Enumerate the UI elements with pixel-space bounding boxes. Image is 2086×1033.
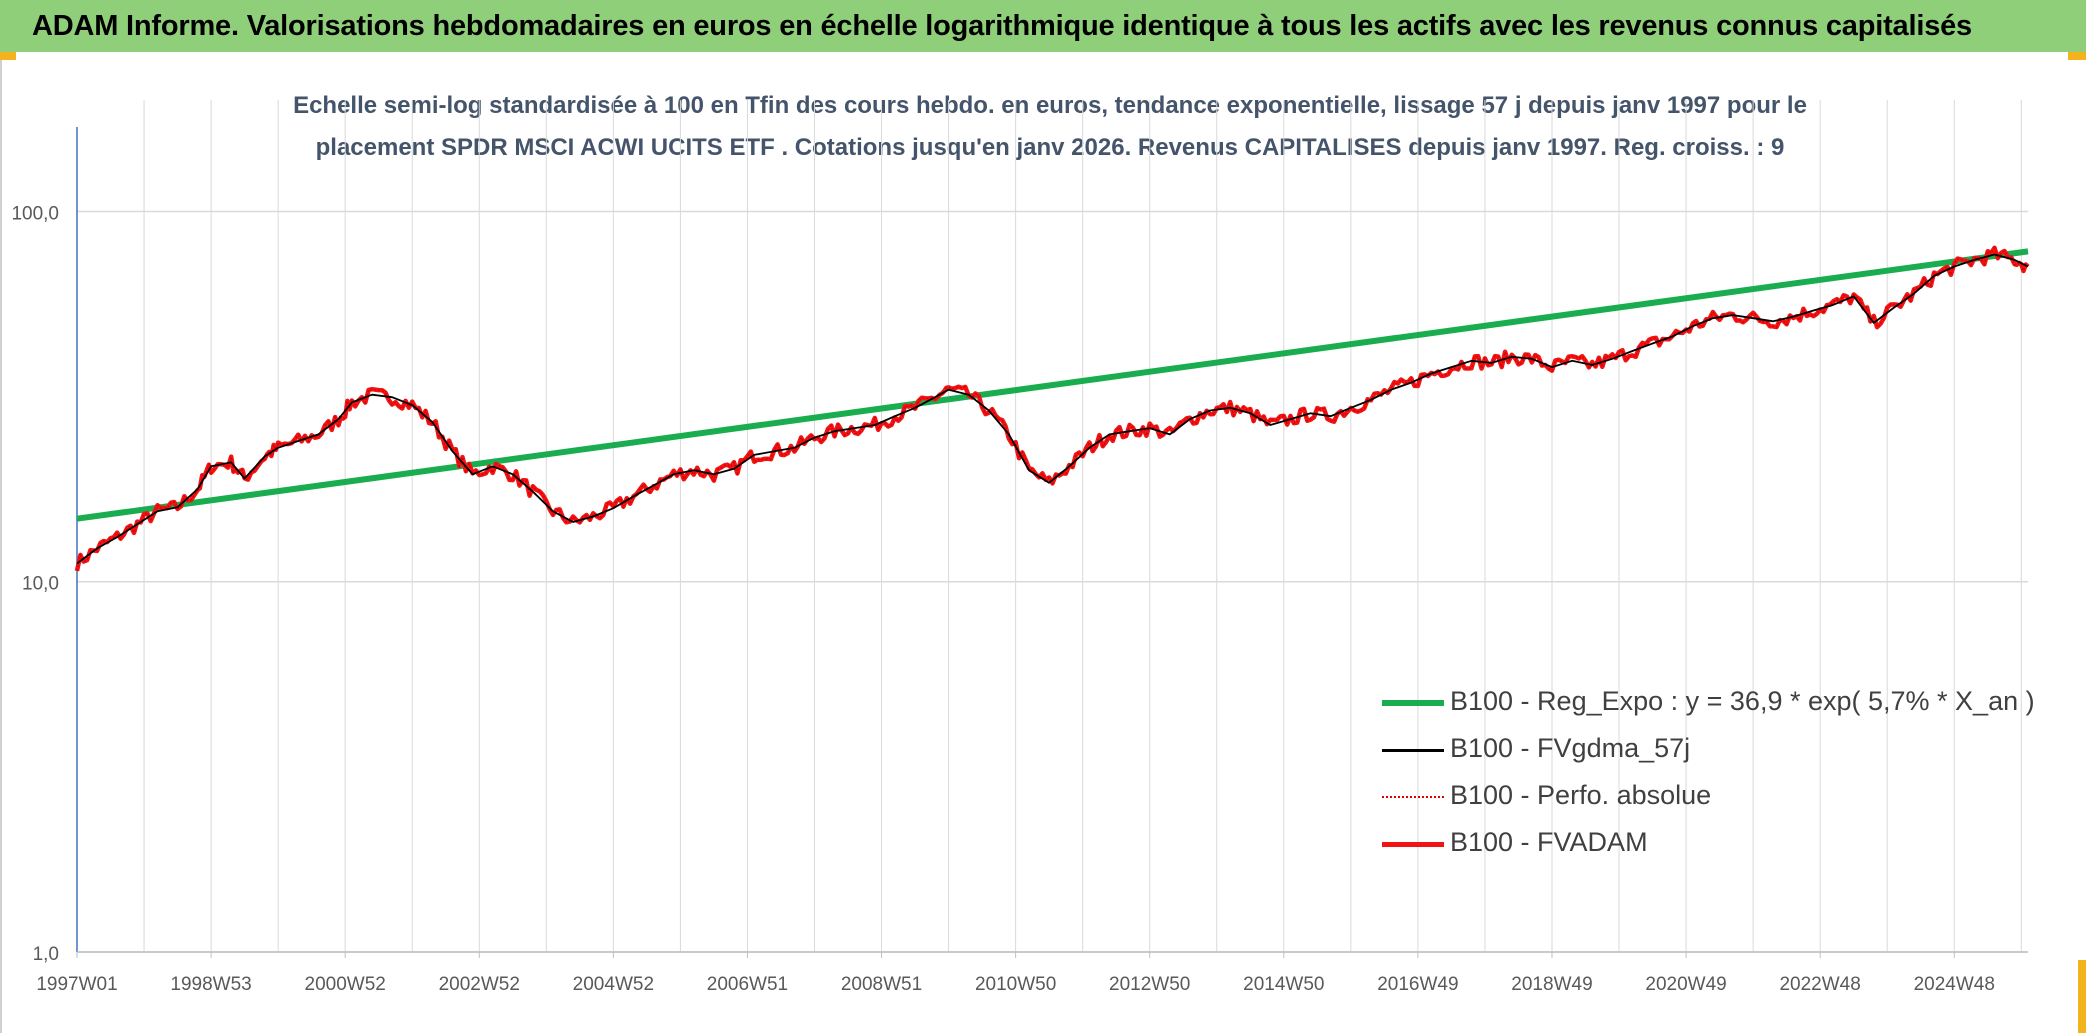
y-tick-label: 10,0 [22,574,59,595]
x-axis: 1997W01 1998W53 2000W52 2002W52 2004W52 2006W… [36,951,2028,995]
x-tick-label: 2016W49 [1377,974,1458,995]
report-title: ADAM Informe. Valorisations hebdomadaire… [32,10,1972,42]
x-tick-label: 2004W52 [573,974,654,995]
gridlines [77,100,2028,953]
chart-frame [0,60,2086,1033]
corner-accent-left [0,52,16,60]
legend-swatch-reg-expo [1382,700,1444,706]
x-tick-label: 2010W50 [975,974,1056,995]
corner-accent-bottom-right [2078,960,2086,1033]
series-line-reg-expo [76,248,2029,522]
x-tick-label: 2020W49 [1645,974,1726,995]
y-tick-label: 100,0 [11,203,59,224]
legend-swatch-perfo [1382,796,1444,798]
legend-label-fvgdma: B100 - FVgdma_57j [1450,733,1691,763]
x-tick-label: 1997W01 [36,974,117,995]
x-tick-label: 2022W48 [1779,974,1860,995]
x-tick-label: 2008W51 [841,974,922,995]
legend-item-reg-expo: B100 - Reg_Expo : y = 36,9 * exp( 5,7% *… [1382,680,2035,727]
legend-item-fvgdma: B100 - FVgdma_57j [1382,727,2002,774]
series-line-fvadam [74,245,2030,572]
legend: B100 - Reg_Expo : y = 36,9 * exp( 5,7% *… [1382,680,2035,868]
x-tick-label: 2000W52 [305,974,386,995]
x-tick-label: 2002W52 [439,974,520,995]
legend-label-reg-expo: B100 - Reg_Expo : y = 36,9 * exp( 5,7% *… [1450,686,2035,716]
chart-title-line-2: placement SPDR MSCI ACWI UCITS ETF . Cot… [315,134,1785,161]
x-tick-label: 2006W51 [707,974,788,995]
legend-label-fvadam: B100 - FVADAM [1450,827,1648,857]
x-tick-label: 2014W50 [1243,974,1324,995]
legend-item-perfo: B100 - Perfo. absolue [1382,774,2002,821]
legend-swatch-fvgdma [1382,749,1444,752]
x-tick-label: 2024W48 [1914,974,1995,995]
y-tick-label: 1,0 [33,944,59,965]
legend-swatch-fvadam [1382,842,1444,847]
corner-accent-right [2068,52,2086,60]
series-line-fvgdma [76,253,2029,565]
chart-title-line-1: Echelle semi-log standardisée à 100 en T… [293,92,1807,119]
series-line-perfo [76,246,2029,572]
x-tick-label: 1998W53 [170,974,251,995]
legend-item-fvadam: B100 - FVADAM [1382,821,2002,868]
legend-label-perfo: B100 - Perfo. absolue [1450,780,1712,810]
report-banner: ADAM Informe. Valorisations hebdomadaire… [0,0,2086,56]
chart-title: Echelle semi-log standardisée à 100 en T… [250,85,1850,169]
series-group [74,245,2030,572]
x-tick-label: 2012W50 [1109,974,1190,995]
y-axis: 1,0 10,0 100,0 [11,127,78,965]
x-tick-label: 2018W49 [1511,974,1592,995]
